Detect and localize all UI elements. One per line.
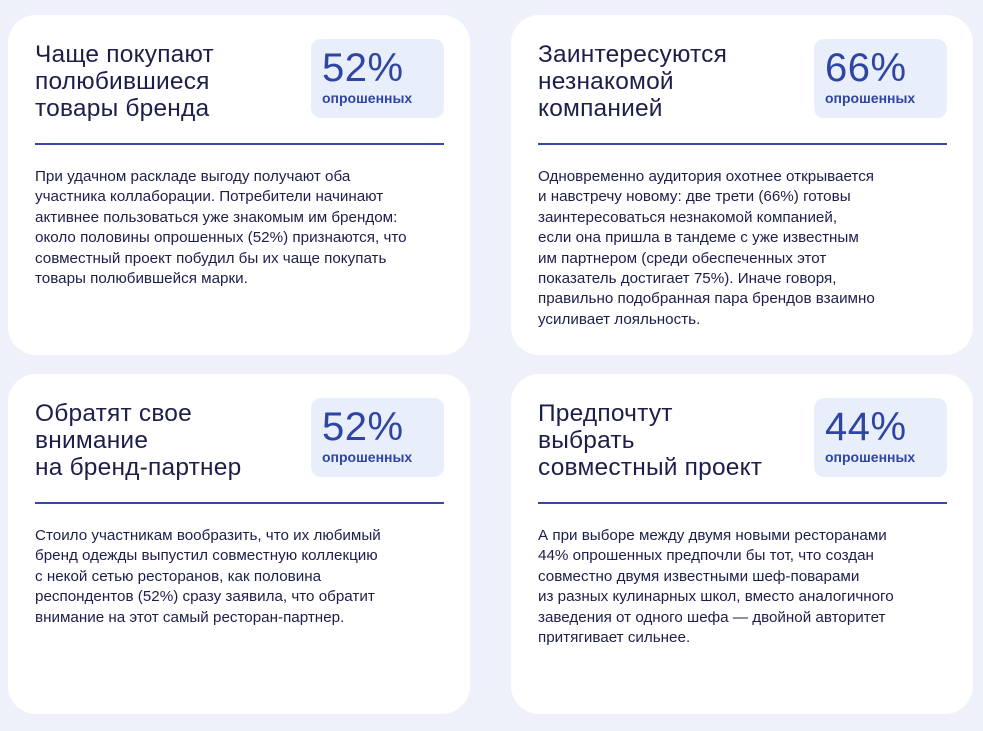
card-interest-unknown: Заинтересуются незнакомой компанией 66% … [511, 15, 973, 355]
card-body: Стоило участникам вообразить, что их люб… [35, 527, 381, 626]
stat-badge: 66% опрошенных [814, 39, 947, 118]
card-body: Одновременно аудитория охотнее открывает… [538, 168, 875, 328]
divider [538, 143, 947, 145]
card-body: А при выборе между двумя новыми ресторан… [538, 527, 894, 647]
divider [35, 143, 444, 145]
stat-caption: опрошенных [825, 449, 916, 465]
stat-badge: 52% опрошенных [311, 39, 444, 118]
card-buy-more: Чаще покупают полюбившиеся товары бренда… [8, 15, 470, 355]
divider [35, 502, 444, 504]
stat-caption: опрошенных [322, 90, 413, 106]
stat-value: 52% [322, 405, 404, 449]
stat-value: 66% [825, 46, 907, 90]
card-title: Чаще покупают полюбившиеся товары бренда [35, 41, 214, 122]
card-title: Заинтересуются незнакомой компанией [538, 41, 728, 122]
stat-value: 44% [825, 405, 907, 449]
card-body: При удачном раскладе выгоду получают оба… [35, 168, 407, 288]
stat-badge: 52% опрошенных [311, 398, 444, 477]
card-notice-partner: Обратят свое внимание на бренд-партнер 5… [8, 374, 470, 714]
stat-caption: опрошенных [825, 90, 916, 106]
stat-caption: опрошенных [322, 449, 413, 465]
stat-badge: 44% опрошенных [814, 398, 947, 477]
stat-value: 52% [322, 46, 404, 90]
card-title: Обратят свое внимание на бренд-партнер [35, 400, 242, 481]
card-title: Предпочтут выбрать совместный проект [538, 400, 763, 481]
divider [538, 502, 947, 504]
card-prefer-joint: Предпочтут выбрать совместный проект 44%… [511, 374, 973, 714]
